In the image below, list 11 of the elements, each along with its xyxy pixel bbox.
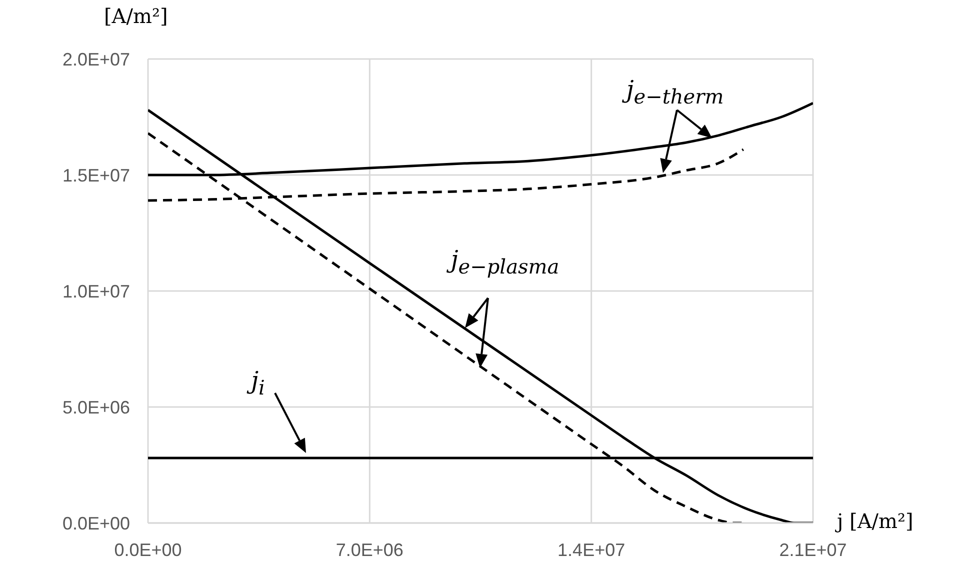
y-axis-title: [A/m²] (104, 4, 168, 28)
y-tick-label: 1.5E+07 (62, 165, 130, 186)
x-axis-title: j [A/m²] (837, 509, 914, 533)
x-tick-label: 1.4E+07 (558, 540, 626, 560)
x-tick-label: 0.0E+00 (114, 540, 182, 560)
y-tick-label: 0.0E+00 (62, 513, 130, 534)
y-tick-label: 5.0E+06 (62, 397, 130, 418)
x-tick-label: 2.1E+07 (779, 540, 847, 560)
x-tick-label: 7.0E+06 (336, 540, 404, 560)
y-tick-label: 1.0E+07 (62, 281, 130, 302)
y-tick-label: 2.0E+07 (62, 49, 130, 70)
